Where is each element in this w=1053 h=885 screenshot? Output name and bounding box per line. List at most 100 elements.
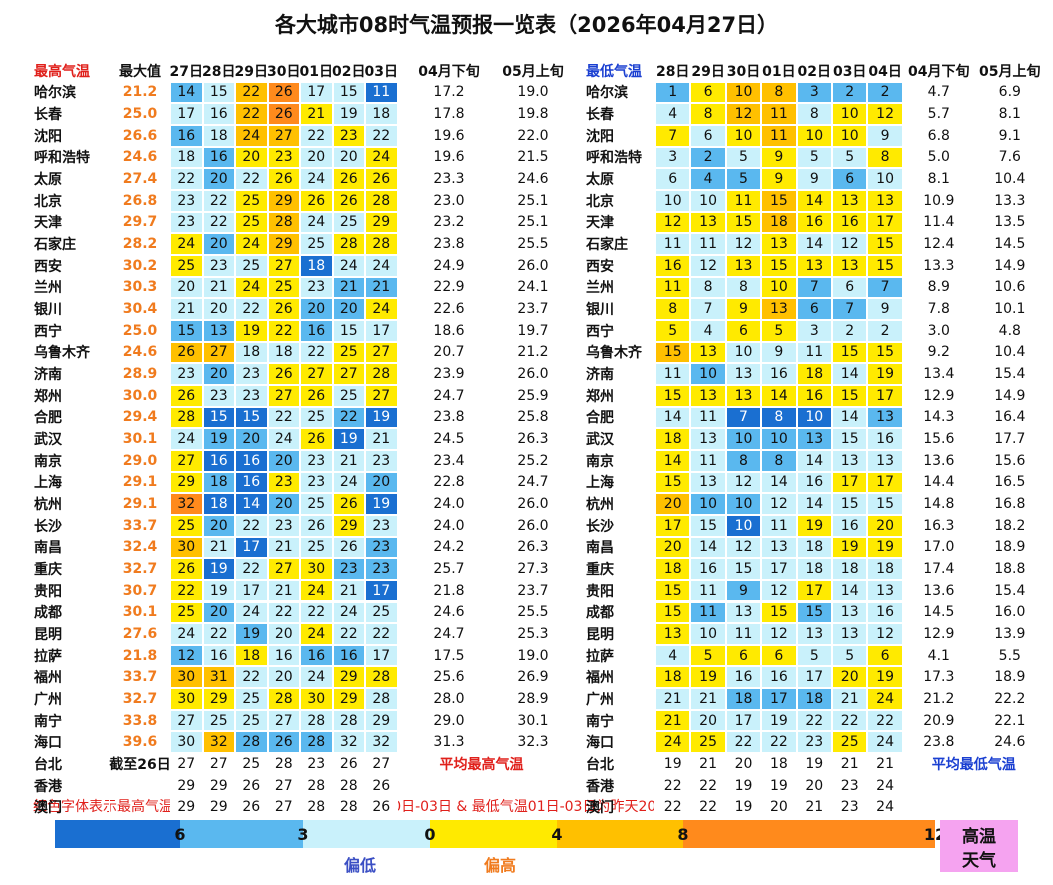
city: 济南	[582, 363, 655, 385]
value-cell: 28	[365, 666, 398, 689]
value-cell: 13	[725, 363, 762, 385]
value-cell: 23	[332, 558, 365, 580]
value-cell: 19	[202, 558, 235, 580]
value-cell: 13	[867, 406, 903, 429]
value-cell: 8	[867, 146, 903, 169]
value-cell: 7	[725, 406, 762, 429]
header-cell: 30日	[267, 60, 301, 82]
value-cell: 22	[725, 731, 762, 754]
value-cell: 20	[267, 666, 300, 689]
value-cell: 11	[761, 124, 797, 147]
value-cell: 5	[832, 644, 868, 667]
city: 香港	[30, 774, 110, 797]
value-cell: 19	[332, 103, 365, 125]
city: 长春	[30, 103, 110, 125]
value-cell: 25	[170, 254, 203, 277]
city: 杭州	[30, 493, 110, 515]
avg-cell: 24.2	[397, 536, 501, 559]
avg-cell: 24.0	[397, 493, 501, 515]
value-cell: 8	[761, 406, 797, 429]
avg-cell: 12.4	[902, 233, 975, 255]
value-cell: 15	[761, 254, 797, 277]
value-cell: 11	[725, 189, 762, 212]
value-cell: 28	[365, 233, 398, 255]
avg-cell: 12.9	[902, 384, 975, 407]
value-cell: 29	[170, 796, 203, 819]
value-cell: 10	[655, 189, 691, 212]
value-cell: 15	[235, 406, 268, 429]
avg-cell: 14.9	[974, 254, 1045, 277]
value-cell: 17	[725, 709, 762, 732]
value-cell: 20	[300, 146, 333, 169]
city: 西安	[30, 254, 110, 277]
city: 天津	[30, 211, 110, 234]
city: 济南	[30, 363, 110, 385]
value-cell: 27	[267, 254, 300, 277]
max-value: 25.0	[110, 103, 170, 125]
value-cell: 24	[170, 623, 203, 645]
value-cell: 16	[832, 211, 868, 234]
legend-high: 偏高	[483, 856, 516, 875]
city: 澳门	[582, 796, 655, 819]
avg-cell: 24.7	[397, 384, 501, 407]
value-cell: 21	[202, 276, 235, 299]
header-cell: 04日	[867, 60, 903, 82]
value-cell: 17	[365, 644, 398, 667]
value-cell: 22	[365, 623, 398, 645]
value-cell: 10	[725, 428, 762, 450]
avg-cell: 22.6	[397, 298, 501, 320]
legend-segment	[303, 820, 430, 848]
value-cell: 9	[761, 168, 797, 190]
city: 南宁	[30, 709, 110, 732]
avg-cell: 24.6	[500, 168, 566, 190]
value-cell: 11	[655, 363, 691, 385]
value-cell: 29	[365, 211, 398, 234]
value-cell: 20	[725, 753, 762, 775]
value-cell: 23	[202, 254, 235, 277]
avg-cell: 21.5	[500, 146, 566, 169]
value-cell: 5	[796, 146, 832, 169]
avg-cell: 16.0	[974, 601, 1045, 624]
value-cell: 22	[235, 514, 268, 537]
city: 南京	[582, 449, 655, 472]
value-cell: 25	[300, 493, 333, 515]
value-cell: 5	[725, 168, 762, 190]
value-cell: 4	[690, 168, 726, 190]
max-value: 24.6	[110, 146, 170, 169]
value-cell: 22	[332, 406, 365, 429]
avg-cell: 11.4	[902, 211, 975, 234]
header-cell: 最低气温	[582, 60, 655, 82]
value-cell: 22	[202, 189, 235, 212]
value-cell: 19	[796, 514, 832, 537]
avg-cell: 21.2	[902, 688, 975, 710]
value-cell: 21	[332, 579, 365, 602]
value-cell: 19	[365, 406, 398, 429]
value-cell: 14	[690, 536, 726, 559]
value-cell: 28	[300, 796, 333, 819]
value-cell: 16	[235, 449, 268, 472]
value-cell: 28	[365, 189, 398, 212]
value-cell: 29	[202, 774, 235, 797]
value-cell: 27	[365, 384, 398, 407]
value-cell: 14	[761, 384, 797, 407]
value-cell: 10	[832, 103, 868, 125]
value-cell: 25	[690, 731, 726, 754]
value-cell: 16	[655, 254, 691, 277]
value-cell: 28	[300, 774, 333, 797]
value-cell: 20	[202, 601, 235, 624]
max-value: 29.0	[110, 449, 170, 472]
value-cell: 13	[867, 579, 903, 602]
value-cell: 17	[761, 688, 797, 710]
avg-cell: 10.6	[974, 276, 1045, 299]
value-cell: 22	[690, 774, 726, 797]
value-cell: 25	[332, 341, 365, 364]
max-value: 32.4	[110, 536, 170, 559]
value-cell: 12	[867, 623, 903, 645]
avg-cell: 10.4	[974, 341, 1045, 364]
avg-cell: 13.9	[974, 623, 1045, 645]
value-cell: 20	[202, 363, 235, 385]
value-cell: 6	[796, 298, 832, 320]
value-cell: 24	[235, 233, 268, 255]
value-cell: 18	[796, 363, 832, 385]
value-cell: 13	[867, 189, 903, 212]
